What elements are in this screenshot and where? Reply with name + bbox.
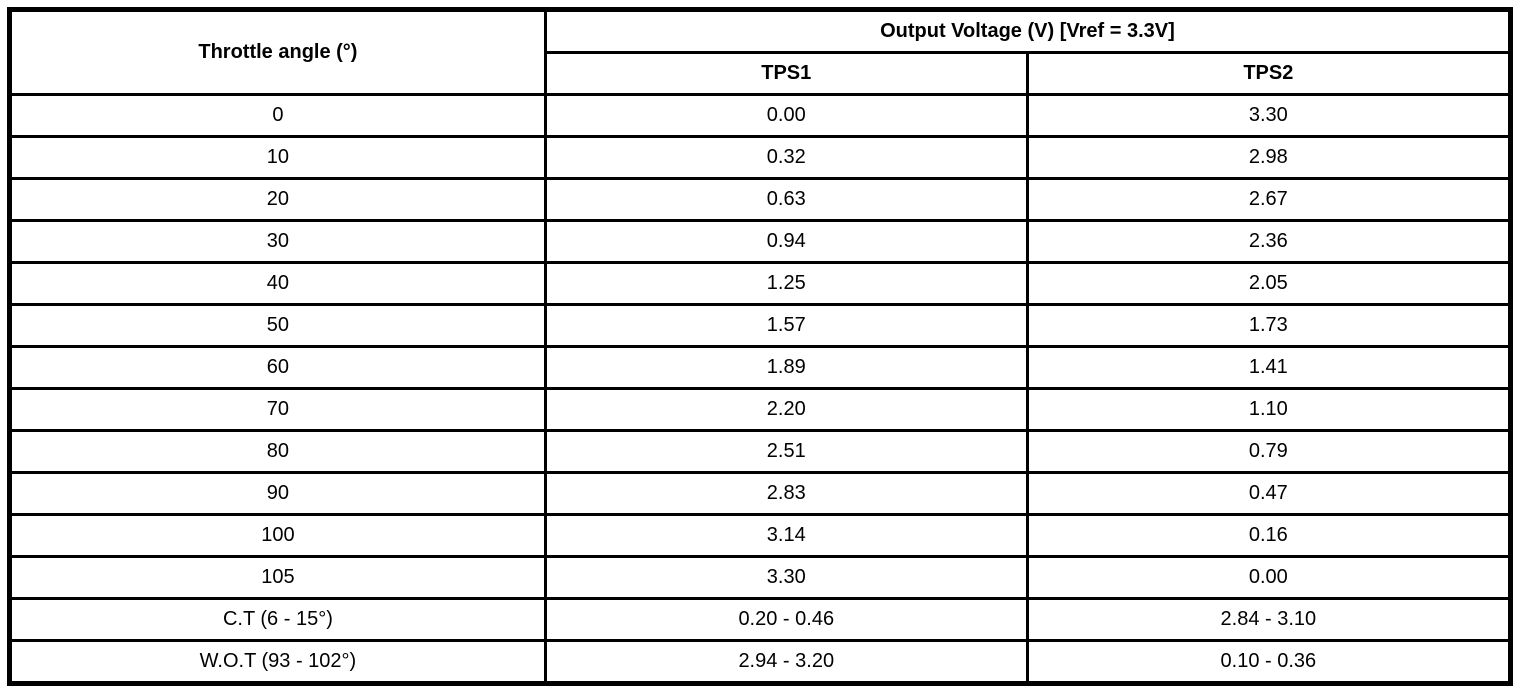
cell-tps2: 2.98 <box>1025 135 1513 180</box>
cell-tps2: 1.41 <box>1025 345 1513 390</box>
cell-angle: 105 <box>8 555 547 600</box>
cell-tps2: 0.10 - 0.36 <box>1025 639 1513 685</box>
cell-tps1: 1.57 <box>543 303 1029 348</box>
tps-voltage-table: Throttle angle (°) Output Voltage (V) [V… <box>7 7 1513 686</box>
table-row: 70 2.20 1.10 <box>8 387 1513 432</box>
header-row-1: Throttle angle (°) Output Voltage (V) [V… <box>8 8 1513 96</box>
cell-angle: 100 <box>8 513 547 558</box>
cell-tps2: 0.00 <box>1025 555 1513 600</box>
table-row: 10 0.32 2.98 <box>8 135 1513 180</box>
cell-angle: 40 <box>8 261 547 306</box>
cell-tps2: 0.16 <box>1025 513 1513 558</box>
cell-angle: C.T (6 - 15°) <box>8 597 547 642</box>
table-row: 20 0.63 2.67 <box>8 177 1513 222</box>
cell-tps2: 3.30 <box>1025 93 1513 138</box>
table-row: 80 2.51 0.79 <box>8 429 1513 474</box>
cell-tps2: 2.36 <box>1025 219 1513 264</box>
cell-tps2: 1.10 <box>1025 387 1513 432</box>
cell-tps1: 0.00 <box>543 93 1029 138</box>
table-row: 30 0.94 2.36 <box>8 219 1513 264</box>
cell-tps1: 1.25 <box>543 261 1029 306</box>
cell-tps1: 2.94 - 3.20 <box>543 639 1029 685</box>
cell-angle: 10 <box>8 135 547 180</box>
table-row: 100 3.14 0.16 <box>8 513 1513 558</box>
cell-tps2: 0.79 <box>1025 429 1513 474</box>
cell-tps2: 2.84 - 3.10 <box>1025 597 1513 642</box>
cell-angle: 60 <box>8 345 547 390</box>
table-row: W.O.T (93 - 102°) 2.94 - 3.20 0.10 - 0.36 <box>8 639 1513 685</box>
table-row: 0 0.00 3.30 <box>8 93 1513 138</box>
table-row: C.T (6 - 15°) 0.20 - 0.46 2.84 - 3.10 <box>8 597 1513 642</box>
cell-tps2: 2.67 <box>1025 177 1513 222</box>
cell-angle: 70 <box>8 387 547 432</box>
table-header: Throttle angle (°) Output Voltage (V) [V… <box>8 8 1513 96</box>
table-row: 60 1.89 1.41 <box>8 345 1513 390</box>
table-row: 90 2.83 0.47 <box>8 471 1513 516</box>
cell-angle: 50 <box>8 303 547 348</box>
cell-tps1: 0.94 <box>543 219 1029 264</box>
cell-tps1: 0.63 <box>543 177 1029 222</box>
cell-tps1: 2.51 <box>543 429 1029 474</box>
cell-tps1: 0.32 <box>543 135 1029 180</box>
table-row: 105 3.30 0.00 <box>8 555 1513 600</box>
cell-tps2: 2.05 <box>1025 261 1513 306</box>
header-tps1: TPS1 <box>543 51 1029 96</box>
cell-tps1: 0.20 - 0.46 <box>543 597 1029 642</box>
cell-angle: 0 <box>8 93 547 138</box>
cell-tps2: 1.73 <box>1025 303 1513 348</box>
cell-angle: W.O.T (93 - 102°) <box>8 639 547 685</box>
table-row: 40 1.25 2.05 <box>8 261 1513 306</box>
cell-angle: 80 <box>8 429 547 474</box>
header-row-2: TPS1 TPS2 <box>10 51 1513 96</box>
table-body: 0 0.00 3.30 10 0.32 2.98 20 0.63 2.67 30 0.94 2.36 4… <box>8 93 1513 685</box>
header-tps2: TPS2 <box>1025 51 1513 96</box>
cell-tps1: 2.83 <box>543 471 1029 516</box>
cell-tps1: 3.14 <box>543 513 1029 558</box>
cell-tps2: 0.47 <box>1025 471 1513 516</box>
cell-tps1: 1.89 <box>543 345 1029 390</box>
cell-angle: 30 <box>8 219 547 264</box>
header-throttle-angle: Throttle angle (°) <box>8 8 547 96</box>
table-row: 50 1.57 1.73 <box>8 303 1513 348</box>
cell-angle: 20 <box>8 177 547 222</box>
cell-angle: 90 <box>8 471 547 516</box>
cell-tps1: 2.20 <box>543 387 1029 432</box>
cell-tps1: 3.30 <box>543 555 1029 600</box>
header-output-voltage: Output Voltage (V) [Vref = 3.3V] <box>543 8 1513 54</box>
